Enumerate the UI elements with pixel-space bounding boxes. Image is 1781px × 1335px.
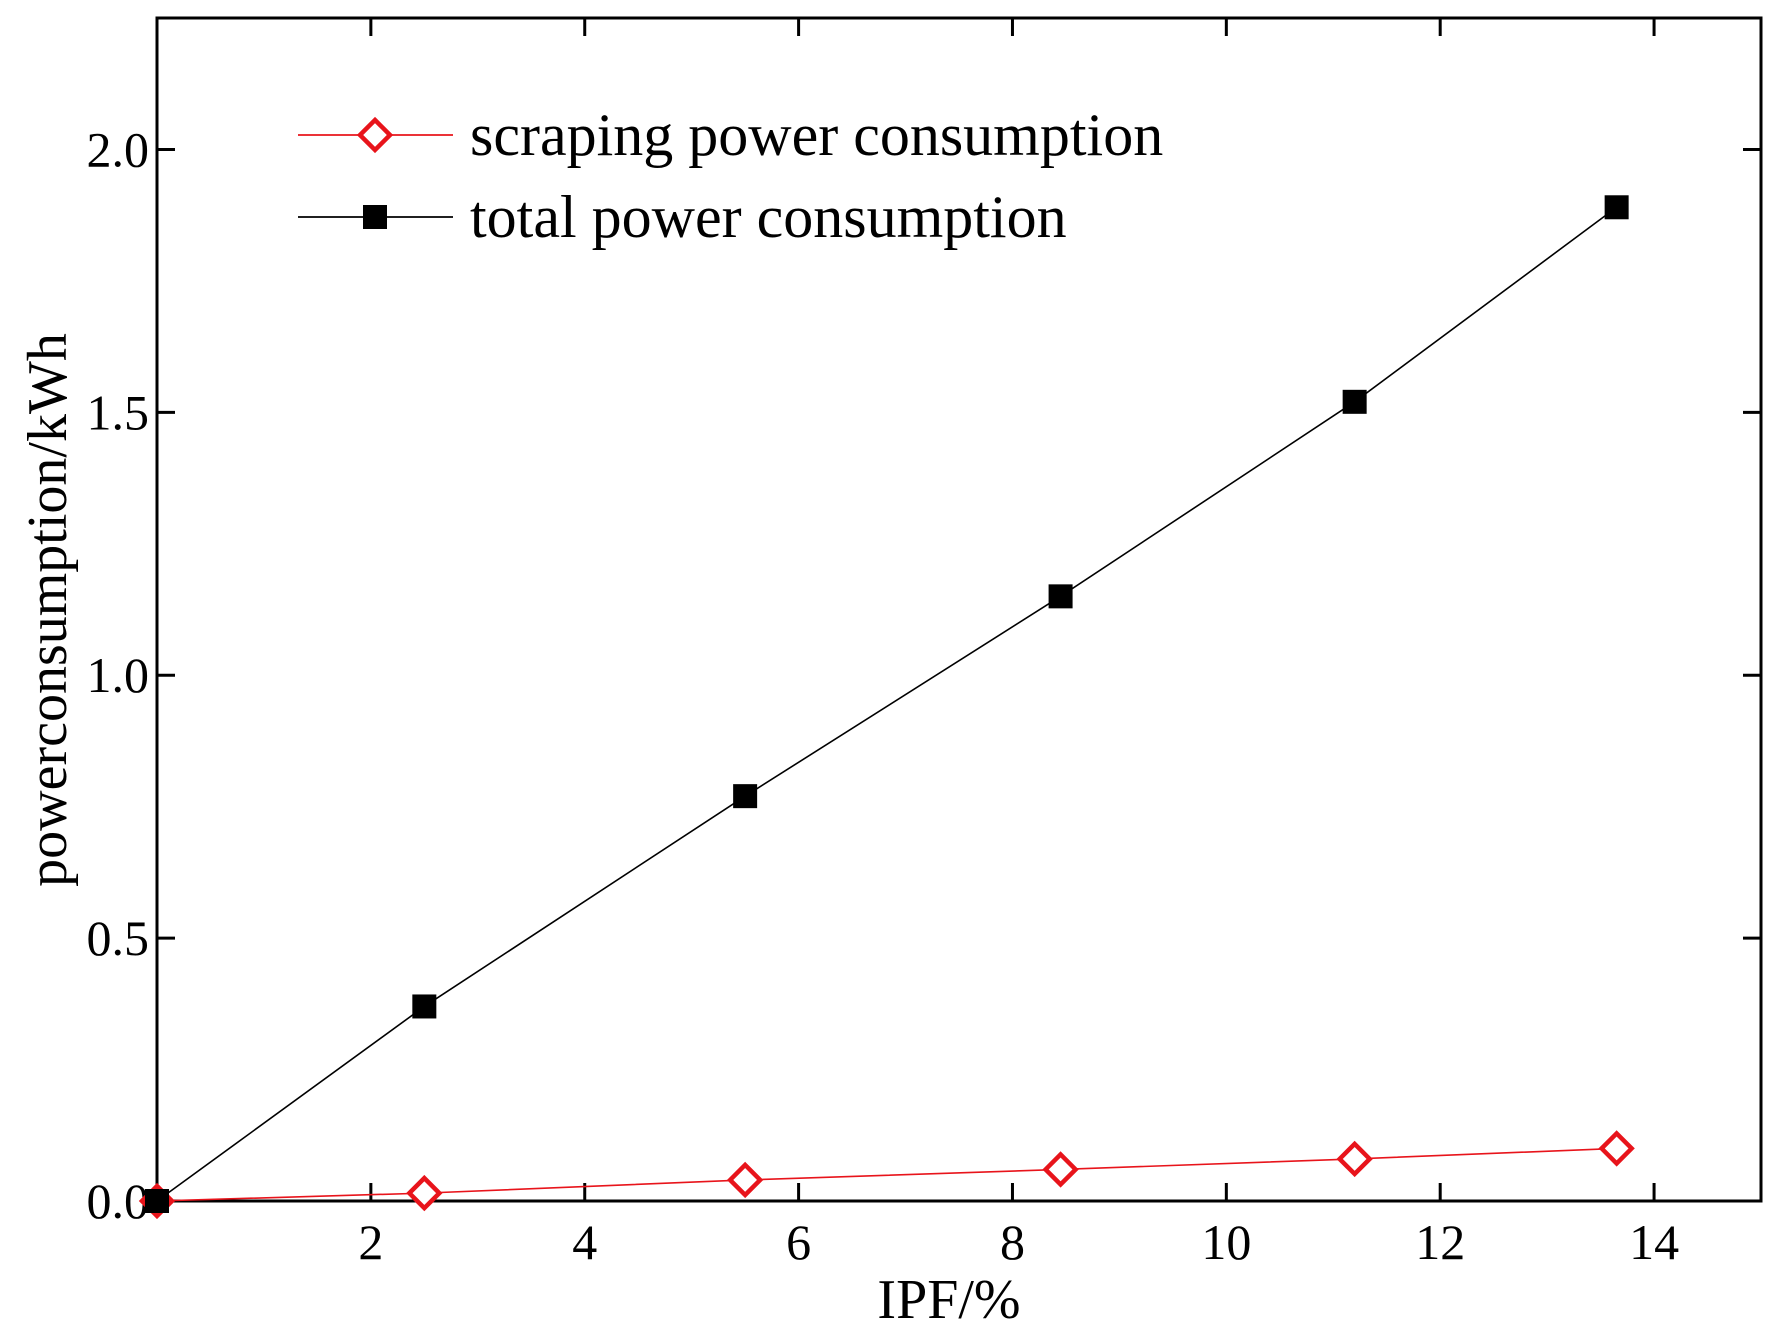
- data-point: [406, 1174, 443, 1212]
- x-tick-label: 4: [572, 1214, 597, 1270]
- y-axis-title: powerconsumption/kWh: [17, 333, 79, 887]
- series-layer: [138, 195, 1635, 1220]
- data-point: [412, 994, 437, 1019]
- x-tick-label: 6: [786, 1214, 811, 1270]
- legend-marker: [356, 116, 394, 154]
- series-total-power-consumption: [145, 195, 1629, 1213]
- x-tick-label: 8: [1000, 1214, 1025, 1270]
- x-tick-label: 10: [1201, 1214, 1251, 1270]
- ticks: 2 4 6 8 10 12 14 0.0 0.5 1.0 1.5 2.0: [87, 18, 1761, 1270]
- y-tick-label: 1.0: [87, 647, 150, 703]
- legend-label: total power consumption: [470, 184, 1067, 250]
- data-point: [1598, 1130, 1635, 1167]
- series-line: [156, 1147, 1617, 1202]
- data-point: [1042, 1151, 1079, 1188]
- legend-label: scraping power consumption: [470, 102, 1163, 168]
- data-point: [726, 1161, 764, 1199]
- y-tick-label: 0.5: [87, 910, 150, 966]
- data-point: [733, 784, 758, 809]
- plot-frame: [155, 16, 1763, 1203]
- x-tick-label: 14: [1629, 1214, 1679, 1270]
- y-tick-label: 0.0: [87, 1173, 150, 1229]
- x-tick-label: 2: [358, 1214, 383, 1270]
- data-point: [1048, 584, 1073, 609]
- y-tick-label: 2.0: [87, 121, 150, 177]
- data-point: [145, 1189, 169, 1213]
- y-tick-label: 1.5: [87, 384, 150, 440]
- data-point: [1604, 195, 1629, 220]
- legend: scraping power consumption total power co…: [298, 102, 1163, 250]
- series-line: [156, 206, 1618, 1202]
- data-point: [1336, 1140, 1373, 1178]
- legend-marker: [363, 205, 387, 229]
- data-point: [1342, 389, 1367, 414]
- series-scraping-power-consumption: [138, 1130, 1635, 1220]
- x-tick-label: 12: [1415, 1214, 1465, 1270]
- x-axis-title: IPF/%: [877, 1269, 1020, 1330]
